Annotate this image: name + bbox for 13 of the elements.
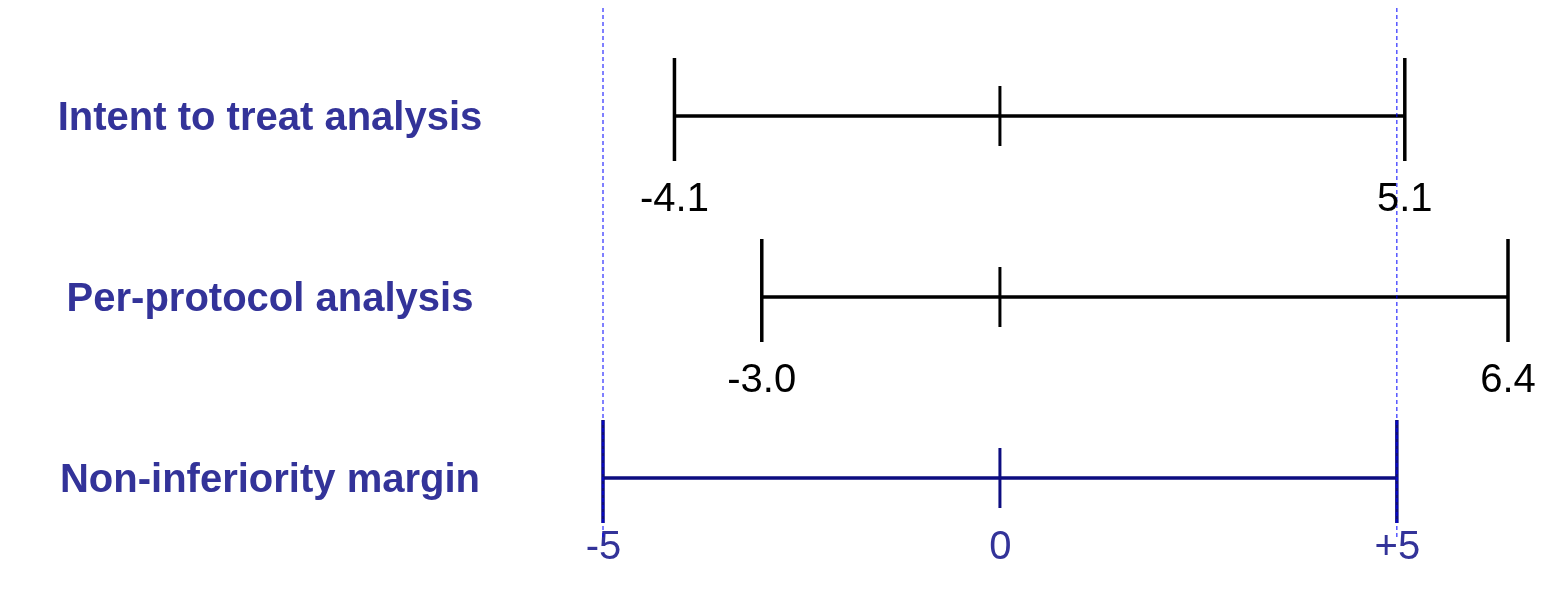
y-tick-label: Per-protocol analysis [66, 275, 474, 319]
bar [761, 295, 1508, 299]
x-tick-label: -5 [585, 523, 622, 568]
x-tick-label: 0 [989, 523, 1012, 568]
y-tick-label: Non-inferiority margin [59, 456, 481, 500]
x-tick-label: +5 [1374, 523, 1421, 568]
annotation: 6.4 [1480, 356, 1536, 400]
bar [603, 476, 1397, 480]
bar [674, 114, 1405, 118]
annotation: -3.0 [727, 356, 797, 400]
annotation: -4.1 [639, 175, 709, 219]
y-tick-label: Intent to treat analysis [57, 94, 483, 138]
annotation: 5.1 [1376, 175, 1433, 219]
